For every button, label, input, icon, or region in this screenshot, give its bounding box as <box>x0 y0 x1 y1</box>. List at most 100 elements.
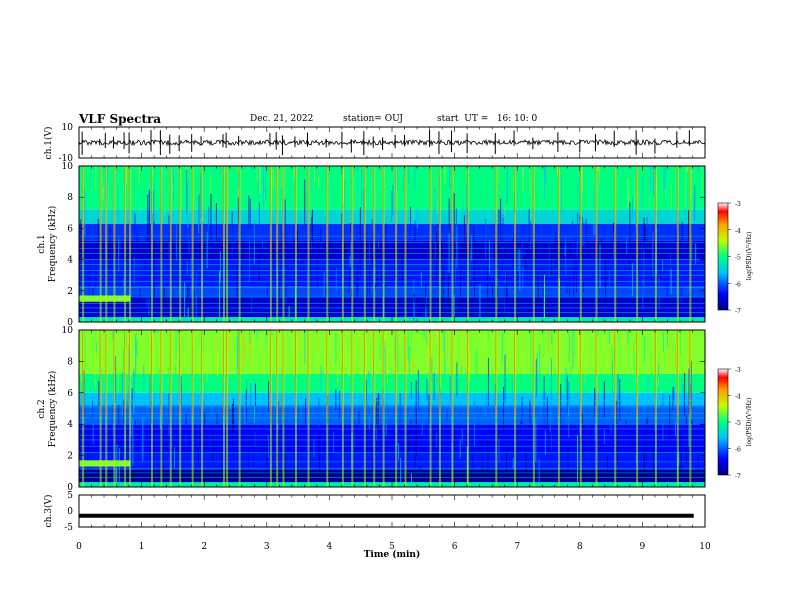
noise-streak <box>487 330 489 341</box>
noise-streak <box>335 389 337 410</box>
noise-streak <box>414 430 416 467</box>
noise-streak <box>147 194 149 243</box>
sferic-burst-core <box>467 166 469 252</box>
noise-streak <box>293 166 295 181</box>
noise-streak <box>569 279 571 317</box>
noise-streak <box>249 330 251 343</box>
noise-streak <box>516 166 518 178</box>
x-tick-label: 3 <box>264 542 270 552</box>
noise-streak <box>606 359 608 372</box>
noise-streak <box>565 235 567 276</box>
noise-streak <box>188 179 190 214</box>
noise-streak <box>135 334 137 382</box>
noise-streak <box>387 349 389 384</box>
noise-streak <box>410 330 412 355</box>
x-tick-label: 6 <box>452 542 458 552</box>
noise-streak <box>674 419 676 437</box>
noise-streak <box>136 233 138 253</box>
noise-streak <box>487 439 489 479</box>
noise-streak <box>593 185 595 220</box>
noise-streak <box>186 261 188 275</box>
noise-streak <box>437 330 439 339</box>
noise-streak <box>186 169 188 215</box>
noise-streak <box>426 379 428 401</box>
noise-streak <box>394 246 396 280</box>
noise-streak <box>449 166 451 188</box>
noise-streak <box>560 174 562 212</box>
noise-streak <box>316 330 318 351</box>
noise-streak <box>416 207 418 229</box>
noise-streak <box>687 188 689 217</box>
noise-streak <box>348 243 350 292</box>
ch3-wave-ylabel: ch.3(V) <box>43 495 54 528</box>
noise-streak <box>265 332 267 344</box>
noise-streak <box>601 237 603 255</box>
noise-streak <box>416 296 418 309</box>
noise-streak <box>415 410 417 458</box>
colorbar-tick-label: -7 <box>735 308 741 315</box>
noise-streak <box>258 252 260 279</box>
noise-streak <box>165 166 167 192</box>
noise-streak <box>204 411 206 451</box>
noise-streak <box>487 357 489 407</box>
noise-streak <box>91 400 93 421</box>
noise-streak <box>231 211 233 258</box>
spectral-band <box>79 452 705 470</box>
noise-streak <box>631 196 633 220</box>
sferic-burst-core <box>169 330 171 417</box>
sferic-burst-core <box>557 330 559 417</box>
noise-streak <box>629 202 631 243</box>
noise-streak <box>701 166 703 196</box>
sferic-burst-core <box>222 166 224 252</box>
noise-streak <box>232 240 234 269</box>
noise-streak <box>127 335 129 362</box>
noise-streak <box>682 273 684 286</box>
noise-streak <box>376 419 378 441</box>
noise-streak <box>509 345 511 359</box>
noise-streak <box>323 271 325 297</box>
noise-streak <box>414 166 416 190</box>
noise-streak <box>577 178 579 198</box>
noise-streak <box>442 269 444 316</box>
sferic-burst-core <box>307 330 309 417</box>
sferic-burst-core <box>351 166 353 252</box>
noise-streak <box>175 364 177 390</box>
noise-streak <box>168 227 170 273</box>
noise-streak <box>698 166 700 172</box>
noise-streak <box>568 381 570 413</box>
noise-streak <box>448 198 450 234</box>
noise-streak <box>296 230 298 253</box>
noise-streak <box>413 293 415 304</box>
sferic-burst-core <box>282 166 284 252</box>
noise-streak <box>237 197 239 230</box>
noise-streak <box>171 181 173 196</box>
y-tick-label: -10 <box>59 154 74 164</box>
noise-streak <box>126 399 128 410</box>
noise-streak <box>659 256 661 278</box>
noise-streak <box>348 166 350 208</box>
sferic-burst-core <box>363 330 365 417</box>
noise-streak <box>271 330 273 337</box>
noise-streak <box>367 275 369 312</box>
noise-streak <box>497 278 499 310</box>
noise-streak <box>449 166 451 172</box>
noise-streak <box>543 283 545 319</box>
sferic-burst-core <box>438 166 440 252</box>
noise-streak <box>548 330 550 353</box>
noise-streak <box>146 288 148 308</box>
noise-streak <box>180 385 182 408</box>
sferic-burst-core <box>557 166 559 252</box>
colorbar-tick-label: -6 <box>735 281 741 288</box>
date-label: Dec. 21, 2022 <box>250 114 314 124</box>
noise-streak <box>599 243 601 289</box>
noise-streak <box>257 166 259 199</box>
noise-streak <box>109 226 111 269</box>
noise-streak <box>80 219 82 249</box>
noise-streak <box>498 438 500 463</box>
noise-streak <box>313 438 315 458</box>
noise-streak <box>529 399 531 428</box>
noise-streak <box>202 330 204 353</box>
noise-streak <box>258 270 260 282</box>
noise-streak <box>648 195 650 206</box>
sferic-burst-core <box>689 166 691 252</box>
